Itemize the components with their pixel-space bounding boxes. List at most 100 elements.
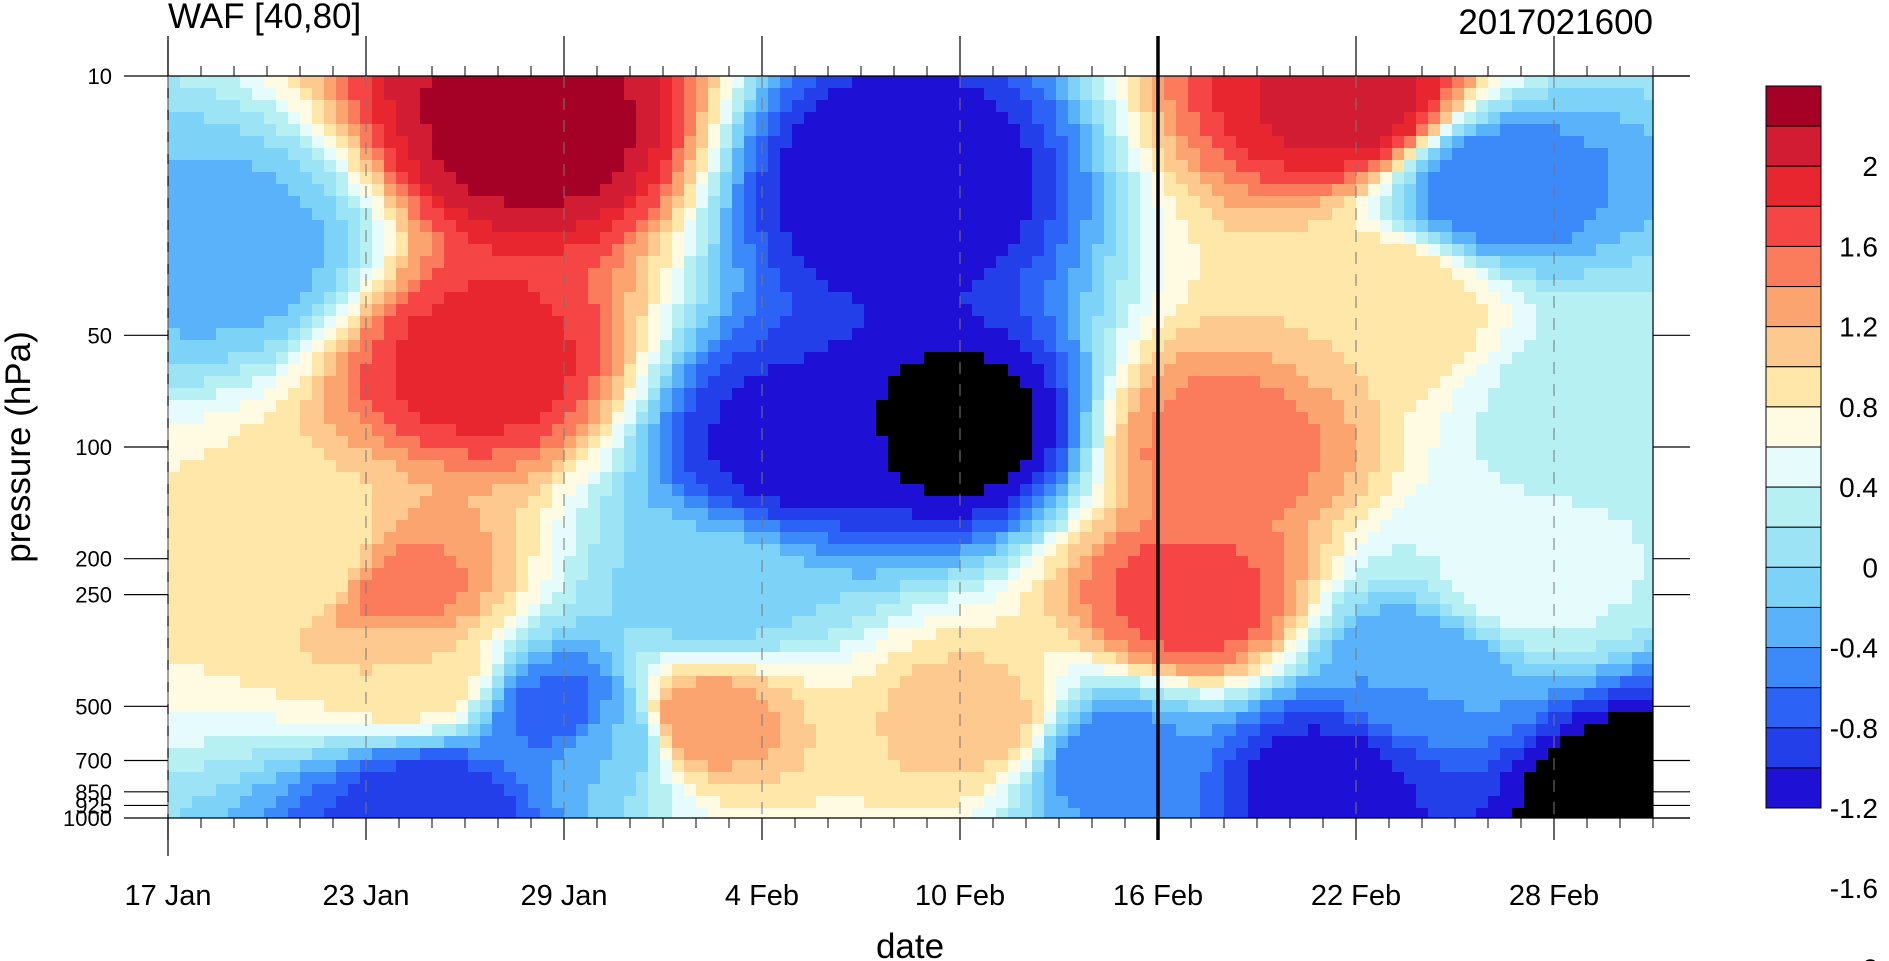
heat-cell bbox=[660, 148, 673, 161]
heat-cell bbox=[576, 208, 589, 221]
heat-cell bbox=[936, 160, 949, 173]
heat-cell bbox=[732, 328, 745, 341]
heat-cell bbox=[1572, 484, 1585, 497]
heat-cell bbox=[1248, 484, 1261, 497]
heat-cell bbox=[636, 268, 649, 281]
heat-cell bbox=[1464, 460, 1477, 473]
heat-cell bbox=[240, 400, 253, 413]
heat-cell bbox=[648, 364, 661, 377]
heat-cell bbox=[1440, 244, 1453, 257]
heat-cell bbox=[1128, 268, 1141, 281]
heat-cell bbox=[792, 532, 805, 545]
heat-cell bbox=[936, 148, 949, 161]
heat-cell bbox=[1176, 88, 1189, 101]
heat-cell bbox=[744, 340, 757, 353]
heat-cell bbox=[1140, 364, 1153, 377]
heat-cell bbox=[168, 292, 181, 305]
heat-cell bbox=[240, 280, 253, 293]
heat-cell bbox=[972, 112, 985, 125]
heat-cell bbox=[1116, 304, 1129, 317]
heat-cell bbox=[288, 556, 301, 569]
heat-cell bbox=[1632, 172, 1645, 185]
heat-cell bbox=[228, 88, 241, 101]
heat-cell bbox=[420, 268, 433, 281]
heat-cell bbox=[252, 520, 265, 533]
heat-cell bbox=[696, 448, 709, 461]
heat-cell bbox=[708, 268, 721, 281]
heat-cell bbox=[696, 316, 709, 329]
heat-cell bbox=[1056, 244, 1069, 257]
heat-cell bbox=[1008, 280, 1021, 293]
heat-cell bbox=[1488, 184, 1501, 197]
heat-cell bbox=[228, 172, 241, 185]
heat-cell bbox=[336, 412, 349, 425]
heat-cell bbox=[204, 340, 217, 353]
heat-cell bbox=[408, 160, 421, 173]
heat-cell bbox=[1644, 148, 1653, 161]
heat-cell bbox=[1548, 304, 1561, 317]
heat-cell bbox=[576, 184, 589, 197]
heat-cell bbox=[276, 484, 289, 497]
heat-cell bbox=[648, 256, 661, 269]
heat-cell bbox=[1188, 280, 1201, 293]
heat-cell bbox=[1308, 472, 1321, 485]
heat-cell bbox=[372, 316, 385, 329]
heat-cell bbox=[420, 100, 433, 113]
heat-cell bbox=[744, 388, 757, 401]
heat-cell bbox=[1296, 88, 1309, 101]
heat-cell bbox=[828, 340, 841, 353]
heat-cell bbox=[1560, 496, 1573, 509]
heat-cell bbox=[1188, 316, 1201, 329]
heat-cell bbox=[1620, 388, 1633, 401]
heat-cell bbox=[1488, 448, 1501, 461]
heat-cell bbox=[1068, 196, 1081, 209]
heat-cell bbox=[288, 436, 301, 449]
heat-cell bbox=[648, 304, 661, 317]
heat-cell bbox=[408, 112, 421, 125]
heat-cell bbox=[1224, 544, 1237, 557]
heat-cell bbox=[492, 400, 505, 413]
heat-cell bbox=[576, 256, 589, 269]
heat-cell bbox=[1548, 196, 1561, 209]
heat-cell bbox=[576, 448, 589, 461]
heat-cell bbox=[576, 472, 589, 485]
heat-cell bbox=[1368, 76, 1381, 89]
heat-cell bbox=[780, 340, 793, 353]
heat-cell bbox=[936, 112, 949, 125]
heat-cell bbox=[1632, 532, 1645, 545]
heat-cell bbox=[1200, 400, 1213, 413]
heat-cell bbox=[1572, 376, 1585, 389]
heat-cell bbox=[684, 400, 697, 413]
heat-cell bbox=[600, 496, 613, 509]
heat-cell bbox=[1260, 136, 1273, 149]
heat-cell bbox=[1428, 484, 1441, 497]
heat-cell bbox=[504, 520, 517, 533]
heat-cell bbox=[480, 196, 493, 209]
heat-cell bbox=[624, 232, 637, 245]
heat-cell bbox=[384, 124, 397, 137]
heat-cell bbox=[768, 364, 781, 377]
heat-cell bbox=[948, 244, 961, 257]
heat-cell bbox=[1296, 436, 1309, 449]
heat-cell bbox=[1176, 484, 1189, 497]
heat-cell bbox=[660, 544, 673, 557]
heat-cell bbox=[1416, 496, 1429, 509]
heat-cell bbox=[684, 508, 697, 521]
heat-cell bbox=[468, 88, 481, 101]
heat-cell bbox=[984, 544, 997, 557]
heat-cell bbox=[1488, 196, 1501, 209]
heat-cell bbox=[804, 304, 817, 317]
heat-cell bbox=[660, 352, 673, 365]
heat-cell bbox=[1044, 184, 1057, 197]
heat-cell bbox=[624, 136, 637, 149]
heat-cell bbox=[1188, 160, 1201, 173]
heat-cell bbox=[720, 244, 733, 257]
heat-cell bbox=[1164, 388, 1177, 401]
heat-cell bbox=[1104, 412, 1117, 425]
heat-cell bbox=[576, 340, 589, 353]
heat-cell bbox=[888, 148, 901, 161]
heat-cell bbox=[348, 184, 361, 197]
heat-cell bbox=[924, 364, 937, 377]
heat-cell bbox=[336, 304, 349, 317]
heat-cell bbox=[972, 412, 985, 425]
